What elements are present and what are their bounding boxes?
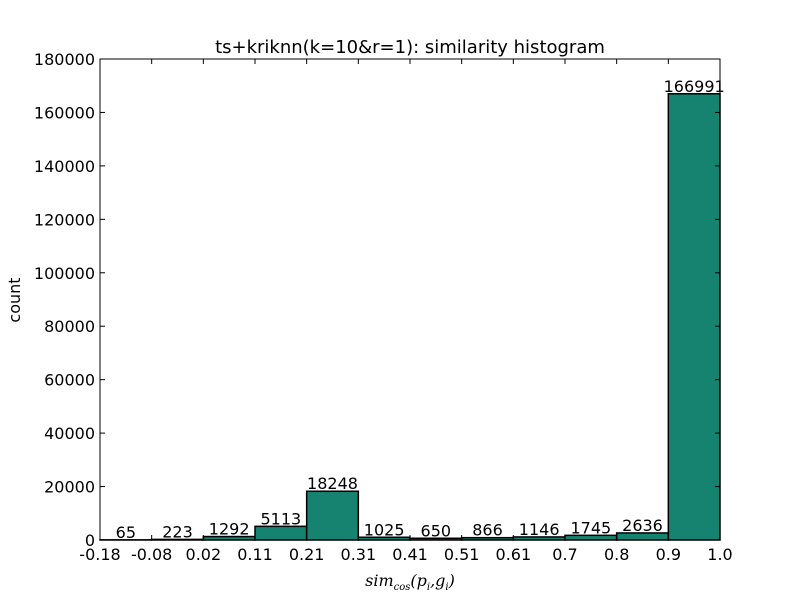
x-label-open: (p [410, 571, 426, 590]
bar-value-label: 223 [162, 522, 193, 541]
bar-value-label: 1745 [570, 518, 611, 537]
x-tick-label: 0.31 [341, 545, 377, 564]
x-tick-label: 1.0 [707, 545, 732, 564]
bar-value-label: 1146 [519, 520, 560, 539]
x-tick-label: 0.11 [237, 545, 273, 564]
bar-value-label: 1025 [364, 520, 405, 539]
bar-value-label: 866 [472, 521, 503, 540]
x-label-sub-i1: i [427, 582, 430, 593]
bars-group [99, 93, 721, 541]
x-tick-label: -0.18 [79, 545, 120, 564]
x-tick-label: 0.7 [552, 545, 577, 564]
bar-value-label: 18248 [307, 474, 358, 493]
x-label-sub: cos [394, 582, 411, 593]
y-tick-label: 120000 [34, 210, 95, 229]
y-axis-label: count [5, 277, 24, 322]
x-axis-label: simcos(pi,gi) [365, 571, 455, 593]
x-label-mid: ,g [430, 571, 445, 590]
x-axis-ticks: -0.18 -0.08 0.02 0.11 0.21 0.31 0.41 0.51 0.61 0.… [79, 59, 733, 564]
data-labels-group: 65 223 1292 5113 18248 1025 650 866 1146 1745 2636… [116, 77, 725, 542]
bar-value-label: 1292 [209, 520, 250, 539]
histogram-bar [667, 93, 721, 541]
x-tick-label: 0.41 [392, 545, 428, 564]
x-label-sub-i2: i [445, 582, 448, 593]
x-tick-label: -0.08 [131, 545, 172, 564]
bar-value-label: 5113 [260, 509, 301, 528]
histogram-bar [305, 490, 360, 541]
x-tick-label: 0.9 [656, 545, 681, 564]
bar-value-label: 65 [116, 523, 136, 542]
plot-frame [99, 58, 721, 541]
x-label-close: ) [448, 571, 455, 590]
bar-value-label: 166991 [664, 77, 725, 96]
y-tick-label: 180000 [34, 50, 95, 69]
y-tick-label: 160000 [34, 103, 95, 122]
histogram-bar [254, 525, 308, 541]
y-axis-ticks: 0 20000 40000 60000 80000 100000 120000 140000 1… [34, 50, 720, 550]
bar-value-label: 650 [421, 521, 452, 540]
chart-title: ts+kriknn(k=10&r=1): similarity histogra… [215, 37, 605, 58]
y-tick-label: 100000 [34, 264, 95, 283]
x-tick-label: 0.02 [186, 545, 222, 564]
y-tick-label: 0 [85, 531, 95, 550]
y-tick-label: 80000 [44, 317, 95, 336]
y-tick-label: 140000 [34, 157, 95, 176]
x-label-base: sim [365, 571, 394, 590]
x-tick-label: 0.61 [496, 545, 532, 564]
x-tick-label: 0.8 [604, 545, 629, 564]
y-tick-label: 40000 [44, 424, 95, 443]
x-tick-label: 0.21 [289, 545, 325, 564]
y-tick-label: 60000 [44, 371, 95, 390]
y-tick-label: 20000 [44, 478, 95, 497]
bar-value-label: 2636 [622, 516, 663, 535]
x-tick-label: 0.51 [444, 545, 480, 564]
